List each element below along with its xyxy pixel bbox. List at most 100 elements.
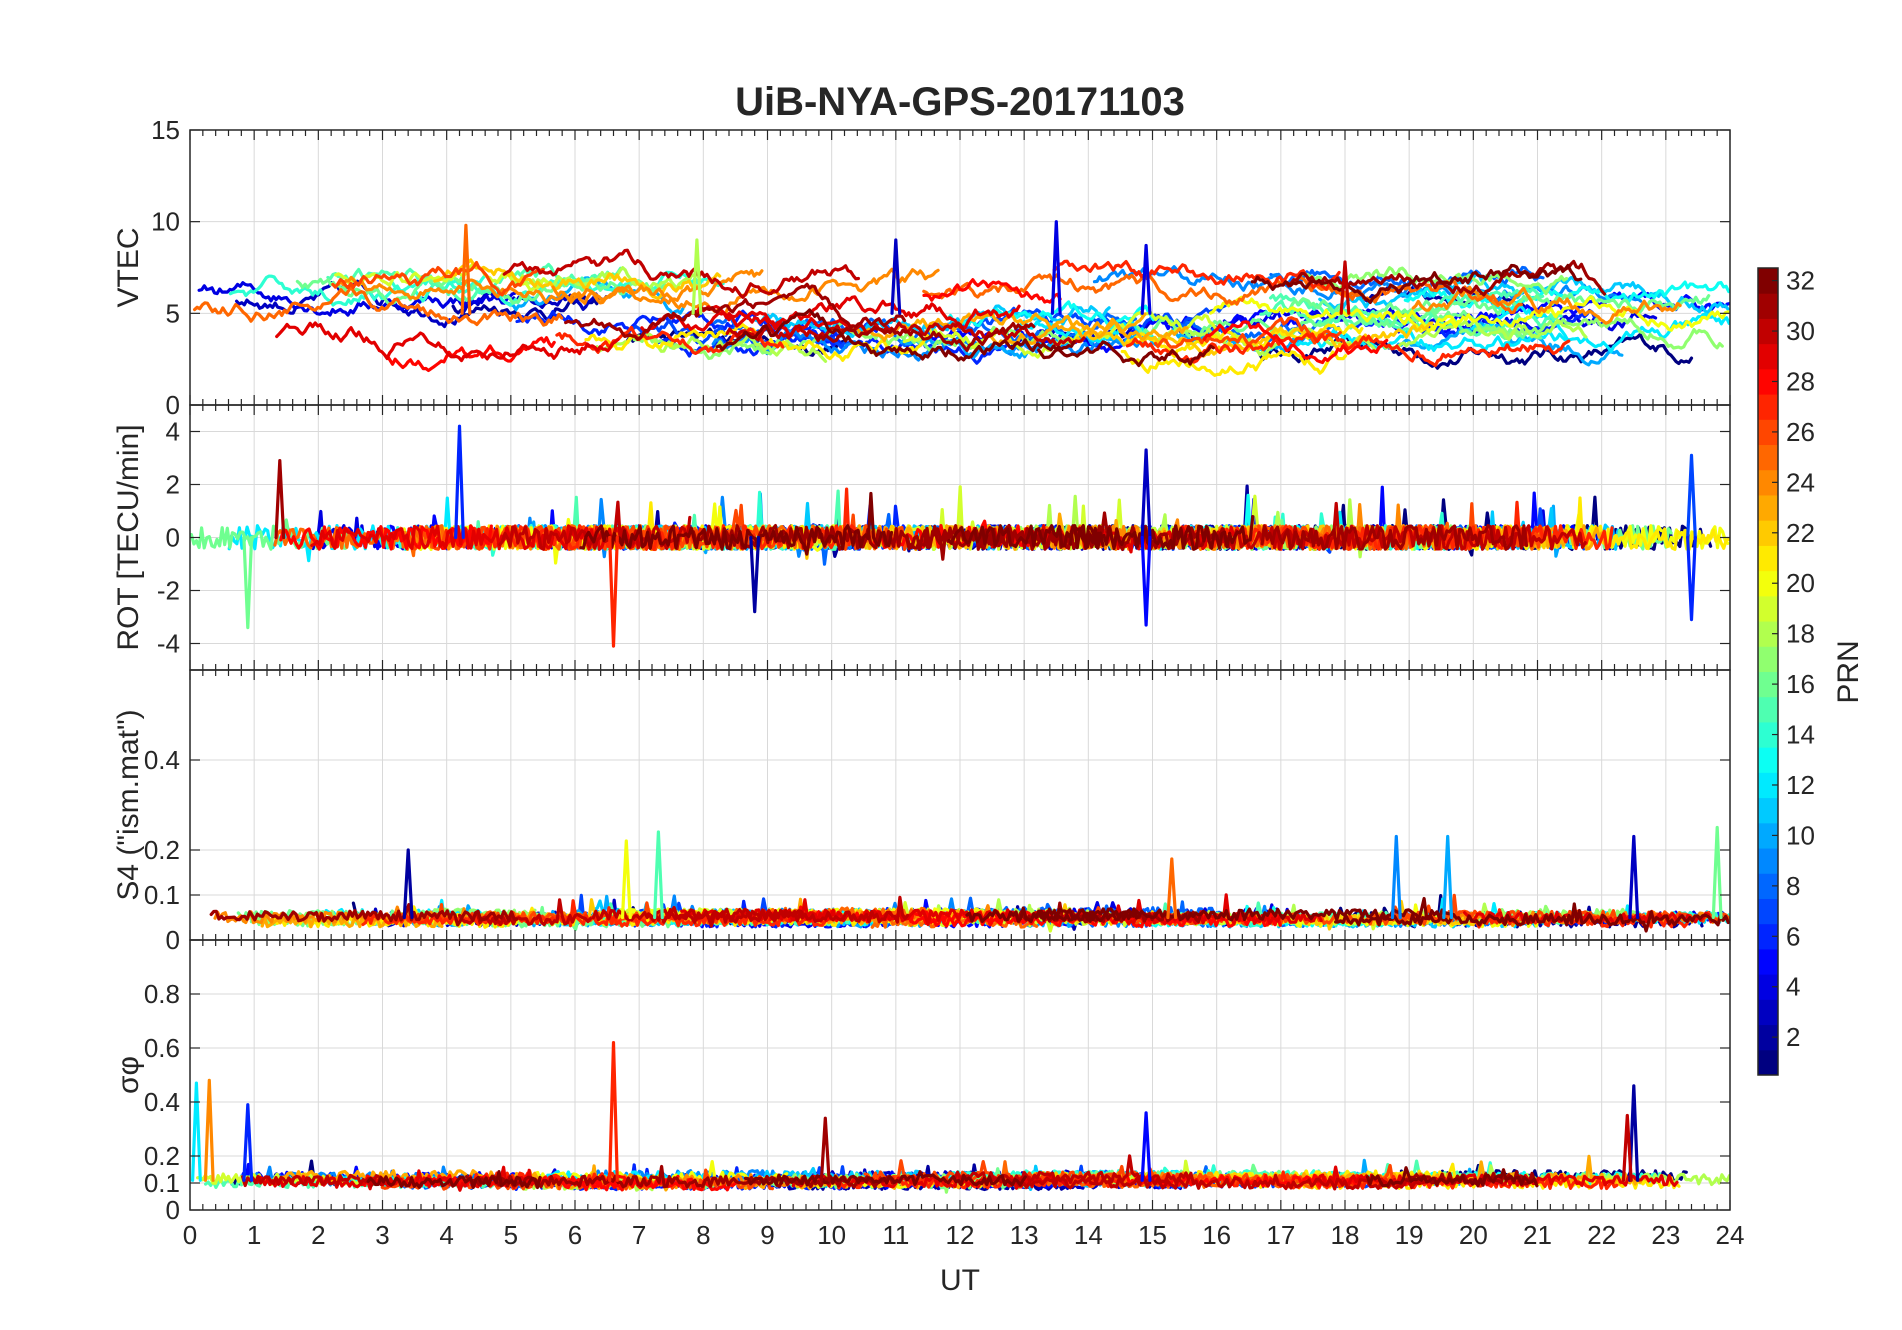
x-tick-label: 18 (1331, 1220, 1360, 1250)
spike-prn-30 (1339, 260, 1351, 315)
spike-prn-16 (242, 535, 254, 630)
colorbar-band (1758, 696, 1778, 723)
y-axis-label: VTEC (112, 227, 145, 307)
x-tick-label: 8 (696, 1220, 710, 1250)
series-prn-28 (1202, 320, 1389, 365)
series-prn-27 (1052, 259, 1341, 291)
spike-prn-12 (191, 1081, 202, 1182)
x-tick-label: 3 (375, 1220, 389, 1250)
series-prn-23 (849, 312, 1189, 343)
colorbar-band (1758, 948, 1778, 975)
series-prn-24 (1411, 285, 1682, 325)
spike-prn-4 (1050, 220, 1062, 315)
x-tick-label: 2 (311, 1220, 325, 1250)
series-prn-32 (579, 491, 894, 556)
series-prn-31 (209, 903, 519, 927)
colorbar-tick-label: 22 (1786, 518, 1815, 548)
panel-traces (191, 1041, 1730, 1194)
y-tick-label: 0.8 (144, 979, 180, 1009)
spike-prn-15 (653, 830, 664, 920)
y-tick-label: -4 (157, 629, 180, 659)
series-prn-13 (946, 300, 1155, 331)
series-prn-21 (1120, 349, 1348, 377)
spike-prn-24 (203, 1078, 215, 1182)
x-tick-label: 20 (1459, 1220, 1488, 1250)
series-prn-32 (366, 1170, 542, 1190)
series-prn-32 (947, 524, 1105, 550)
spike-prn-5 (1140, 535, 1152, 627)
colorbar-tick-label: 20 (1786, 568, 1815, 598)
spike-prn-9 (1390, 834, 1402, 920)
colorbar-band (1758, 1024, 1778, 1051)
colorbar-tick-label: 32 (1786, 266, 1815, 296)
colorbar-band (1758, 747, 1778, 773)
x-tick-label: 17 (1266, 1220, 1295, 1250)
colorbar-band (1758, 621, 1778, 647)
series-prn-16 (1288, 292, 1711, 325)
series-prn-30 (502, 248, 860, 299)
y-tick-label: 0.4 (144, 745, 180, 775)
y-tick-label: 0.2 (144, 835, 180, 865)
x-tick-label: 14 (1074, 1220, 1103, 1250)
colorbar-tick-label: 14 (1786, 720, 1815, 750)
x-tick-label: 12 (946, 1220, 975, 1250)
colorbar-band (1758, 646, 1778, 672)
panel-3: 0 0.1 0.2 0.4S4 ("ism.mat") (112, 669, 1731, 955)
series-prn-32 (1365, 1166, 1539, 1188)
x-tick-label: 0 (183, 1220, 197, 1250)
colorbar-band (1758, 318, 1778, 345)
colorbar-band (1758, 268, 1778, 294)
y-tick-label: -2 (157, 576, 180, 606)
colorbar-frame (1757, 267, 1779, 1076)
spike-prn-3 (890, 238, 902, 315)
colorbar-band (1758, 721, 1778, 748)
spike-prn-25 (1166, 857, 1178, 920)
colorbar-tick-label: 24 (1786, 467, 1815, 497)
series-prn-20 (1209, 295, 1456, 333)
spike-prn-27 (608, 535, 619, 648)
spike-prn-30 (1621, 1113, 1633, 1182)
series-prn-32 (965, 906, 1141, 924)
y-tick-label: 4 (166, 417, 180, 447)
spike-prn-2 (1628, 1084, 1640, 1182)
spike-prn-6 (242, 1103, 254, 1182)
colorbar-tick-label: 26 (1786, 417, 1815, 447)
colorbar-band (1758, 469, 1778, 496)
colorbar-band (1758, 368, 1778, 395)
colorbar-band (1758, 570, 1778, 597)
series-prn-31 (564, 282, 907, 341)
y-tick-label: 0 (166, 1195, 180, 1225)
y-tick-label: 0.4 (144, 1087, 180, 1117)
colorbar-band (1758, 671, 1778, 698)
x-tick-label: 16 (1202, 1220, 1231, 1250)
spike-prn-6 (454, 424, 465, 540)
panel-traces (209, 825, 1730, 933)
series-prn-31 (1284, 259, 1607, 297)
x-tick-label: 7 (632, 1220, 646, 1250)
colorbar-band (1758, 444, 1778, 471)
series-prn-32 (1250, 263, 1583, 304)
series-prn-32 (1037, 896, 1452, 922)
series-prn-24 (336, 269, 764, 305)
x-tick-label: 22 (1587, 1220, 1616, 1250)
x-axis: 0 1 2 3 4 5 6 7 8 9 10 11 12 13 14 15 16 17 18 19 20 21 22 23 24 (183, 1220, 1745, 1250)
colorbar-band (1758, 293, 1778, 319)
series-prn-32 (715, 308, 1076, 362)
colorbar-tick-label: 16 (1786, 669, 1815, 699)
y-tick-label: 15 (151, 115, 180, 145)
colorbar-band (1758, 343, 1778, 370)
colorbar-tick-label: 28 (1786, 366, 1815, 396)
series-prn-31 (1260, 524, 1529, 551)
series-prn-32 (743, 1170, 1027, 1187)
series-prn-32 (1037, 340, 1215, 368)
y-tick-label: 0.1 (144, 880, 180, 910)
x-axis-label: UT (940, 1264, 980, 1297)
series-prn-29 (310, 524, 642, 551)
x-tick-label: 9 (760, 1220, 774, 1250)
colorbar-band (1758, 822, 1778, 849)
panel-traces (193, 220, 1730, 377)
spike-prn-4 (1140, 243, 1152, 315)
